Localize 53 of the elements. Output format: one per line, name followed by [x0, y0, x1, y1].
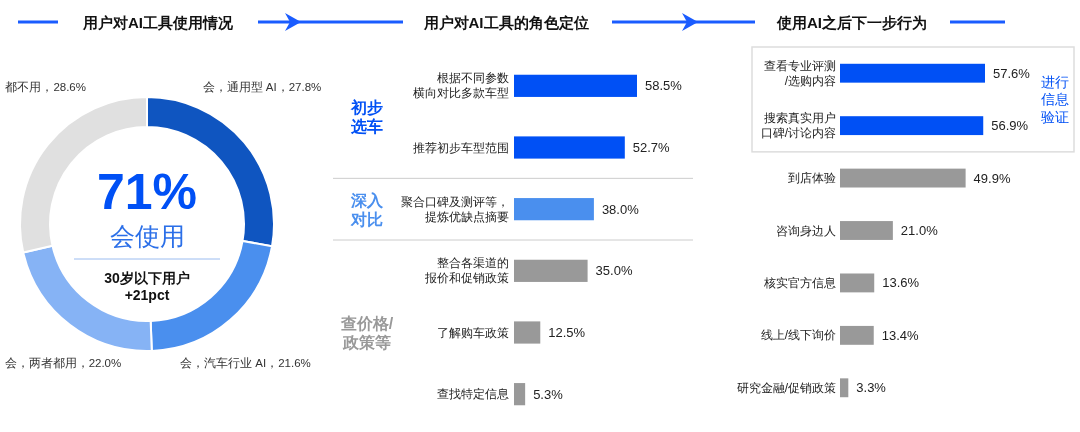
data-label: 49.9% — [973, 170, 1011, 186]
data-label: 13.4% — [881, 327, 920, 343]
bar — [840, 221, 893, 240]
bar — [514, 198, 594, 221]
chart-title: 使用AI之后下一步行为 — [776, 13, 927, 31]
bar — [840, 116, 984, 136]
chart-title: 用户对AI工具的角色定位 — [422, 13, 589, 31]
data-label: 35.0% — [595, 263, 633, 279]
y-tick-label: 聚合口碑及测评等，提炼优缺点摘要 — [401, 194, 509, 224]
bar — [514, 321, 541, 344]
y-tick-label: 整合各渠道的报价和促销政策 — [424, 256, 509, 286]
data-label: 57.6% — [993, 65, 1031, 81]
text: 71% — [96, 164, 198, 220]
bar — [514, 74, 637, 97]
slice-label: 会，通用型 AI，27.8% — [202, 81, 322, 93]
data-label: 5.3% — [533, 386, 564, 402]
y-tick-label: 根据不同参数横向对比多款车型 — [413, 71, 509, 101]
data-label: 3.3% — [856, 380, 887, 396]
bar — [840, 325, 874, 345]
text: 初步选车 — [350, 98, 383, 135]
text: 会使用 — [109, 222, 185, 250]
bar — [514, 383, 526, 406]
chart-title: 用户对AI工具使用情况 — [82, 13, 234, 31]
bar — [840, 168, 966, 188]
data-label: 52.7% — [632, 140, 671, 155]
bar — [514, 136, 625, 159]
data-label: 12.5% — [548, 325, 586, 340]
y-tick-label: 咨询身边人 — [776, 223, 836, 238]
y-tick-label: 了解购车政策 — [437, 325, 509, 340]
y-tick-label: 查找特定信息 — [437, 387, 509, 402]
y-tick-label: 推荐初步车型范围 — [413, 140, 509, 155]
y-tick-label: 线上/线下询价 — [760, 328, 836, 343]
text: 查价格/政策等 — [339, 314, 394, 351]
data-label: 56.9% — [991, 118, 1029, 134]
y-tick-label: 研究金融/促销政策 — [736, 380, 836, 395]
data-label: 58.5% — [645, 78, 683, 94]
data-label: 38.0% — [601, 201, 640, 217]
text: 进行信息验证 — [1041, 73, 1069, 125]
y-tick-label: 到店体验 — [788, 171, 836, 186]
y-tick-label: 查看专业评测/选购内容 — [764, 58, 836, 88]
slice-label: 都不用，28.6% — [5, 81, 86, 93]
bar — [840, 273, 875, 293]
slice-label: 会，两者都用，22.0% — [4, 357, 122, 369]
bar — [840, 378, 849, 398]
text: 30岁以下用户+21pct — [104, 269, 190, 303]
y-tick-label: 搜索真实用户口碑/讨论内容 — [760, 111, 836, 141]
data-label: 13.6% — [882, 275, 920, 291]
data-label: 21.0% — [900, 223, 939, 238]
text: 深入对比 — [350, 191, 384, 228]
bar — [514, 259, 588, 282]
bar — [840, 63, 985, 83]
y-tick-label: 核实官方信息 — [763, 275, 836, 290]
slice-label: 会，汽车行业 AI，21.6% — [180, 356, 311, 369]
